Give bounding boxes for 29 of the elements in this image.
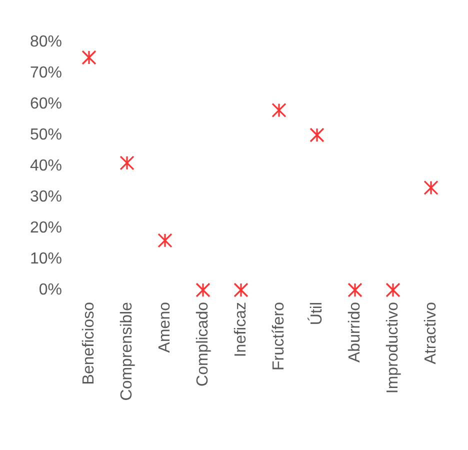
y-tick-label: 0% bbox=[38, 282, 62, 298]
y-tick-label: 70% bbox=[30, 64, 62, 82]
point bbox=[158, 233, 172, 248]
x-tick-label: Ameno bbox=[156, 302, 174, 353]
y-tick-label: 20% bbox=[30, 220, 62, 236]
point bbox=[272, 102, 286, 118]
x-tick-label: Útil bbox=[308, 302, 326, 326]
point bbox=[234, 282, 248, 298]
y-tick-label: 10% bbox=[30, 250, 62, 268]
y-tick-label: 80% bbox=[30, 34, 62, 50]
x-tick-label: Improductivo bbox=[384, 302, 402, 394]
x-tick-label: Atractivo bbox=[422, 302, 440, 364]
y-tick-label: 50% bbox=[30, 126, 62, 144]
point bbox=[120, 156, 134, 170]
point bbox=[196, 282, 210, 298]
point bbox=[348, 282, 362, 298]
y-tick-label: 40% bbox=[30, 158, 62, 174]
x-tick-label: Ineficaz bbox=[232, 302, 250, 358]
x-tick-label: Aburrido bbox=[346, 302, 364, 362]
y-tick-label: 60% bbox=[30, 96, 62, 112]
point bbox=[82, 50, 96, 65]
point bbox=[310, 128, 324, 142]
point bbox=[424, 180, 438, 195]
x-tick-label: Beneficioso bbox=[80, 302, 98, 385]
x-tick-label: Complicado bbox=[194, 302, 212, 386]
x-tick-label: Comprensible bbox=[118, 302, 136, 401]
y-tick-label: 30% bbox=[30, 188, 62, 206]
x-tick-label: Fructífero bbox=[270, 302, 288, 370]
point bbox=[386, 282, 400, 298]
